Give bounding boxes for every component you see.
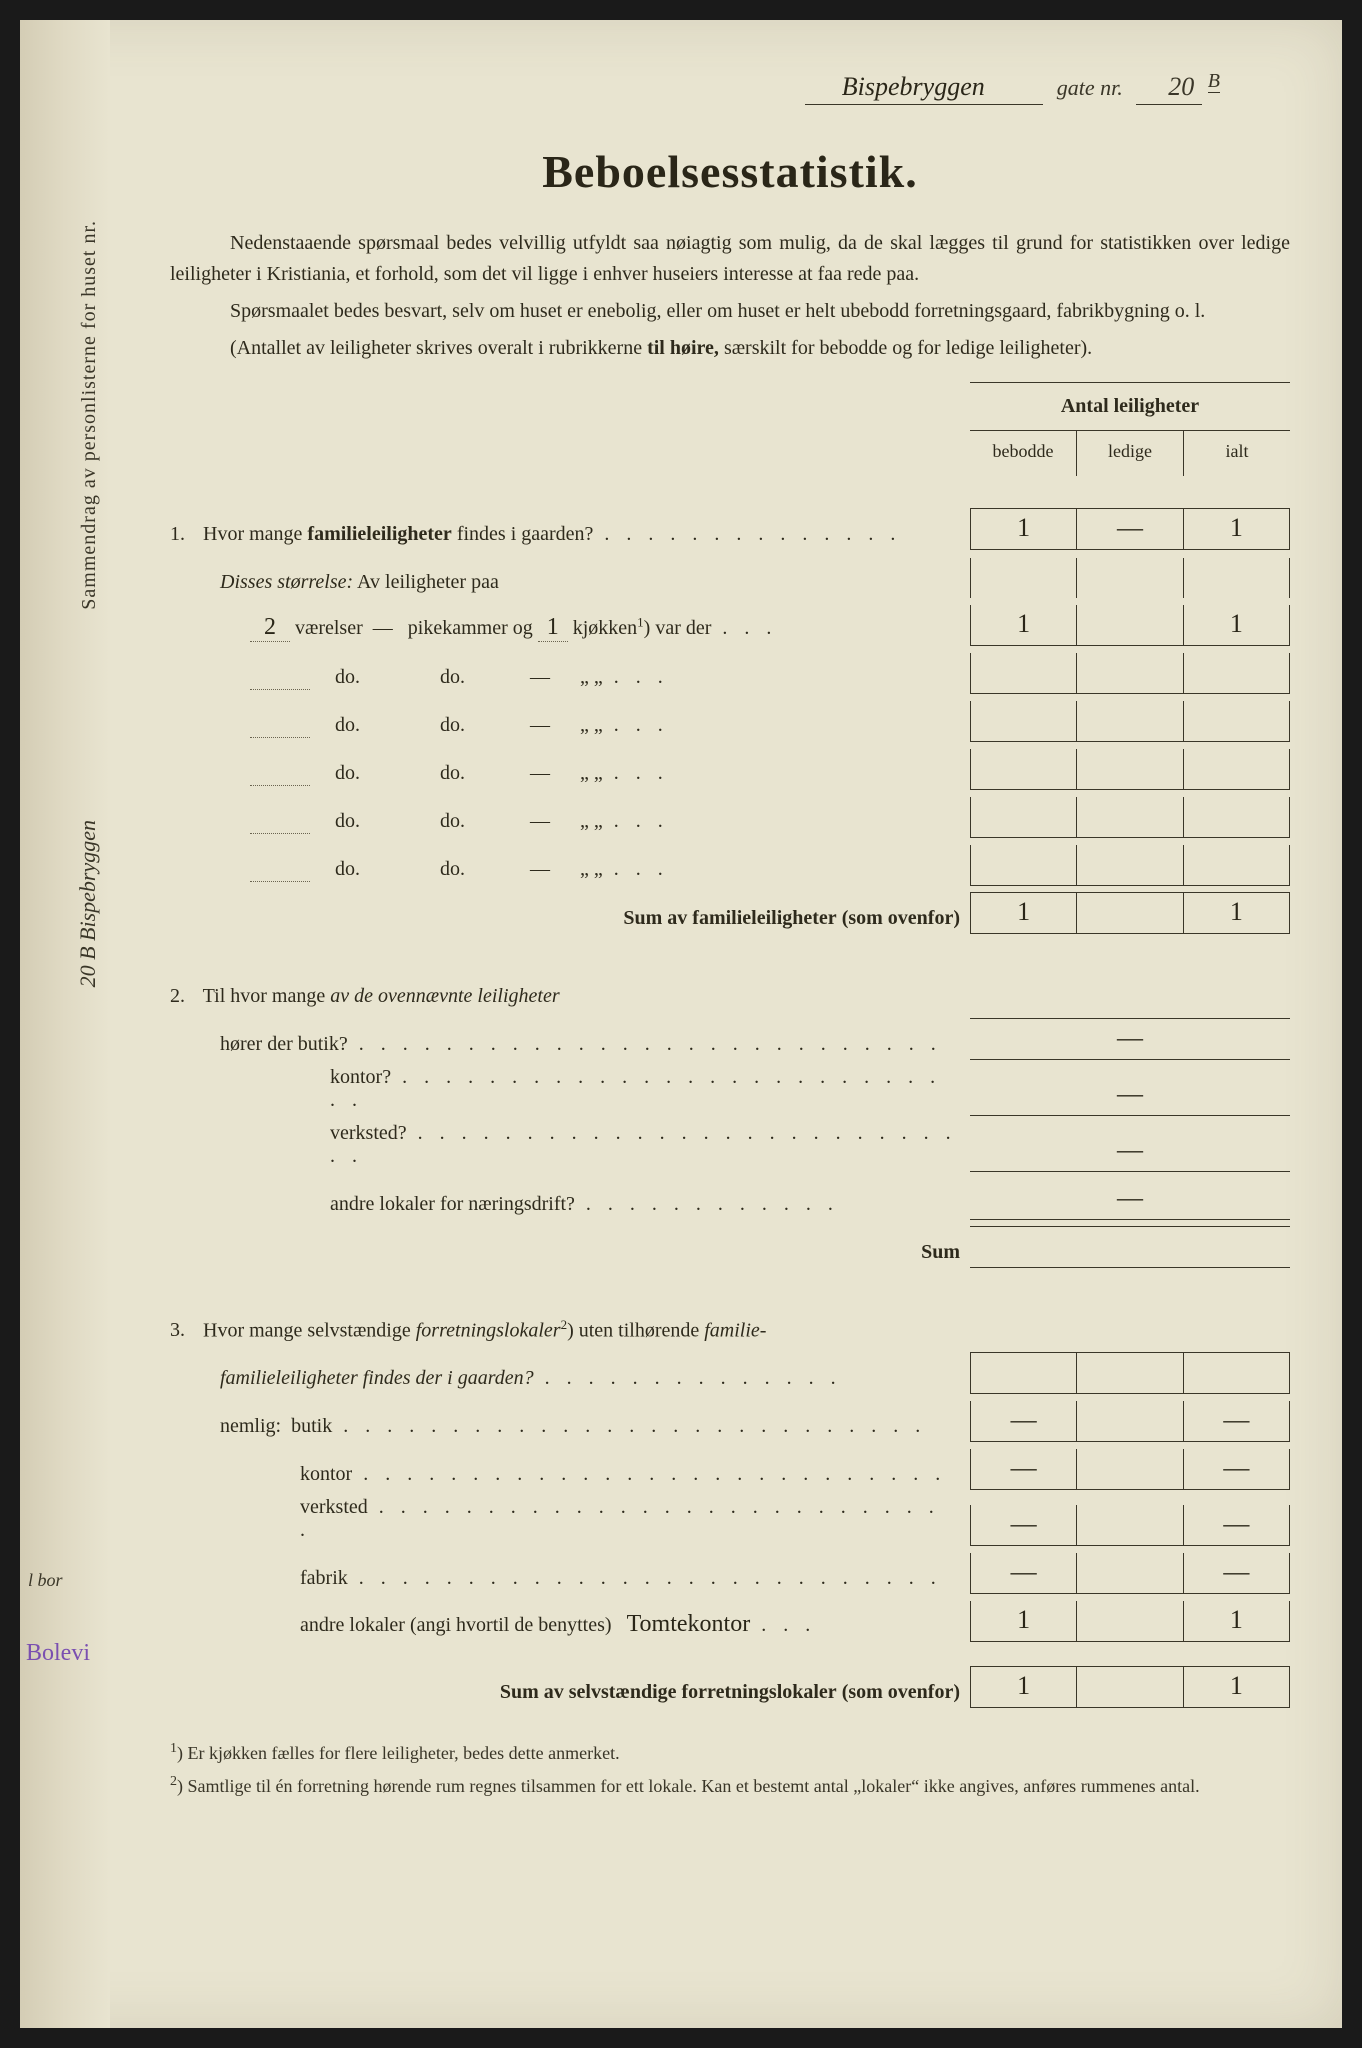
table-header: Antal leiligheter bebodde ledige ialt: [970, 382, 1290, 476]
q1-size-row-1: 2 værelser — pikekammer og 1 kjøkken1) v…: [170, 604, 1290, 646]
q1-sum-row: Sum av familieleiligheter (som ovenfor) …: [170, 892, 1290, 934]
street-name-handwritten: Bispebryggen: [805, 72, 1043, 105]
q3-r5-ialt: 1: [1183, 1601, 1290, 1642]
q3-sum-ledige: [1076, 1666, 1182, 1708]
q1-size-row-3: do. do. — „ „ . . .: [170, 700, 1290, 742]
sidebar-vertical-handwritten: 20 B Bispebryggen: [75, 820, 101, 987]
col-bebodde: bebodde: [970, 431, 1076, 476]
page-title: Beboelsesstatistik.: [170, 145, 1290, 198]
form-area: Antal leiligheter bebodde ledige ialt 1.…: [170, 392, 1290, 1708]
footnote-1: 1) Er kjøkken fælles for flere leilighet…: [170, 1738, 1290, 1767]
q1-ialt: 1: [1183, 508, 1290, 550]
q1-sum-ledige: [1076, 892, 1182, 934]
q3-verksted: verksted . . . . . . . . . . . . . . . .…: [170, 1496, 1290, 1546]
q3-intro-2: familieleiligheter findes der i gaarden?…: [170, 1352, 1290, 1394]
q3-kontor: kontor . . . . . . . . . . . . . . . . .…: [170, 1448, 1290, 1490]
q3-sum-row: Sum av selvstændige forretningslokaler (…: [170, 1666, 1290, 1708]
footnotes: 1) Er kjøkken fælles for flere leilighet…: [170, 1738, 1290, 1800]
q2-verksted: verksted? . . . . . . . . . . . . . . . …: [170, 1122, 1290, 1172]
intro-text: Nedenstaaende spørsmaal bedes velvillig …: [170, 228, 1290, 364]
q1-bebodde: 1: [970, 508, 1076, 550]
q1-size-row-6: do. do. — „ „ . . .: [170, 844, 1290, 886]
q3-butik: nemlig: butik . . . . . . . . . . . . . …: [170, 1400, 1290, 1442]
q2-kontor: kontor? . . . . . . . . . . . . . . . . …: [170, 1066, 1290, 1116]
gate-nr-label: gate nr.: [1057, 75, 1123, 100]
table-header-title: Antal leiligheter: [970, 383, 1290, 431]
q3-intro-1: 3. Hvor mange selvstændige forretningslo…: [170, 1304, 1290, 1346]
q3-andre: andre lokaler (angi hvortil de benyttes)…: [170, 1600, 1290, 1642]
margin-purple-stamp: Bolevi: [26, 1640, 90, 1667]
q2-butik: hører der butik? . . . . . . . . . . . .…: [170, 1018, 1290, 1060]
q2-intro: 2. Til hvor mange av de ovennævnte leili…: [170, 970, 1290, 1012]
intro-p1: Nedenstaaende spørsmaal bedes velvillig …: [170, 228, 1290, 290]
intro-p2: Spørsmaalet bedes besvart, selv om huset…: [170, 296, 1290, 327]
q3-r5-bebodde: 1: [970, 1601, 1076, 1642]
q3-sum-ialt: 1: [1183, 1666, 1290, 1708]
q1-sub-intro: Disses størrelse: Av leiligheter paa: [170, 556, 1290, 598]
sidebar-vertical-label: Sammendrag av personlisterne for huset n…: [78, 220, 101, 610]
q2-andre: andre lokaler for næringsdrift? . . . . …: [170, 1178, 1290, 1220]
document-page: Sammendrag av personlisterne for huset n…: [20, 20, 1342, 2028]
col-ledige: ledige: [1076, 431, 1183, 476]
q2-sum: Sum: [170, 1226, 1290, 1268]
q1-size-row-2: do. do. — „ „ . . .: [170, 652, 1290, 694]
q3-sum-bebodde: 1: [970, 1666, 1076, 1708]
q3-r5-ledige: [1076, 1601, 1182, 1642]
margin-label-bor: l bor: [28, 1570, 63, 1591]
intro-p3: (Antallet av leiligheter skrives overalt…: [170, 333, 1290, 364]
q1-size-row-5: do. do. — „ „ . . .: [170, 796, 1290, 838]
q1-sum-ialt: 1: [1183, 892, 1290, 934]
main-content: Bispebryggen gate nr. 20 B Beboelsesstat…: [170, 70, 1290, 1804]
q1-sum-bebodde: 1: [970, 892, 1076, 934]
footnote-2: 2) Samtlige til én forretning hørende ru…: [170, 1771, 1290, 1800]
q1-row: 1. Hvor mange familieleiligheter findes …: [170, 508, 1290, 550]
q3-fabrik: fabrik . . . . . . . . . . . . . . . . .…: [170, 1552, 1290, 1594]
gate-number-suffix: B: [1208, 70, 1220, 93]
q1-size-row-4: do. do. — „ „ . . .: [170, 748, 1290, 790]
q1-r1-ialt: 1: [1183, 605, 1290, 646]
header-street-line: Bispebryggen gate nr. 20 B: [170, 70, 1290, 105]
q1-r1-bebodde: 1: [970, 605, 1076, 646]
q1-r1-ledige: [1076, 605, 1182, 646]
col-ialt: ialt: [1183, 431, 1290, 476]
gate-number-handwritten: 20: [1136, 72, 1202, 105]
q1-ledige: —: [1076, 508, 1182, 550]
